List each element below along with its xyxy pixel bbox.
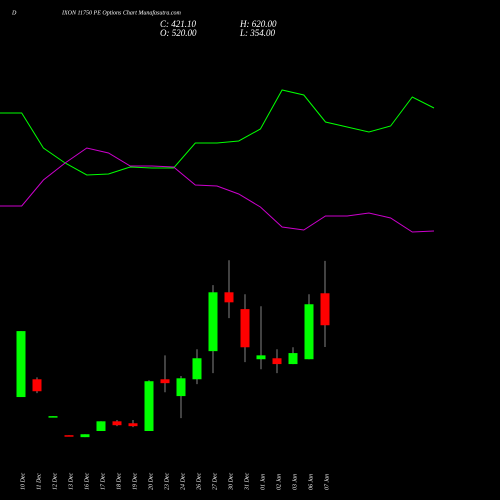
- line-series: [0, 147, 435, 233]
- candle-body: [128, 423, 138, 427]
- candle-body: [224, 292, 234, 303]
- x-tick-label: 10 Dec: [20, 473, 26, 490]
- candle-body: [144, 381, 154, 432]
- high-label: H: 620.00: [239, 19, 277, 29]
- candle-body: [320, 293, 330, 326]
- candle-body: [80, 434, 90, 438]
- x-tick-label: 26 Dec: [196, 473, 202, 490]
- candle-body: [16, 331, 26, 398]
- x-tick-label: 27 Dec: [212, 473, 218, 490]
- x-tick-label: 13 Dec: [68, 473, 74, 490]
- candle-body: [288, 353, 298, 365]
- candle-body: [112, 421, 122, 426]
- chart-title: IXON 11750 PE Options Chart Munafasutra.…: [61, 9, 182, 16]
- x-tick-label: 03 Jan: [292, 474, 298, 490]
- x-tick-label: 20 Dec: [148, 473, 154, 490]
- candle-body: [96, 421, 106, 432]
- candle-body: [32, 379, 42, 392]
- x-tick-label: 12 Dec: [52, 473, 58, 490]
- x-tick-label: 23 Dec: [164, 473, 170, 490]
- candle-body: [240, 309, 250, 348]
- chart-title-prefix: D: [11, 10, 17, 16]
- x-tick-label: 01 Jan: [260, 474, 266, 490]
- candle-body: [304, 304, 314, 360]
- x-tick-label: 19 Dec: [132, 473, 138, 490]
- x-tick-label: 30 Dec: [228, 473, 234, 491]
- candle-body: [256, 355, 266, 360]
- x-tick-label: 11 Dec: [36, 473, 42, 490]
- candle-body: [160, 379, 170, 384]
- candle-body: [208, 292, 218, 352]
- candle-body: [192, 358, 202, 380]
- low-label: L: 354.00: [239, 28, 276, 38]
- close-label: C: 421.10: [160, 19, 197, 29]
- x-tick-label: 17 Dec: [100, 473, 106, 490]
- candle-body: [176, 378, 186, 397]
- x-tick-label: 16 Dec: [84, 473, 90, 490]
- x-tick-label: 02 Jan: [276, 474, 282, 490]
- open-label: O: 520.00: [160, 28, 197, 38]
- x-tick-label: 06 Jan: [308, 474, 314, 490]
- x-tick-label: 31 Dec: [244, 473, 250, 491]
- x-tick-label: 18 Dec: [116, 473, 122, 490]
- x-tick-label: 24 Dec: [179, 473, 186, 490]
- line-series: [0, 89, 435, 176]
- candle-body: [272, 358, 282, 365]
- candle-body: [48, 416, 58, 418]
- x-tick-label: 07 Jan: [324, 474, 330, 490]
- candle-body: [64, 435, 74, 437]
